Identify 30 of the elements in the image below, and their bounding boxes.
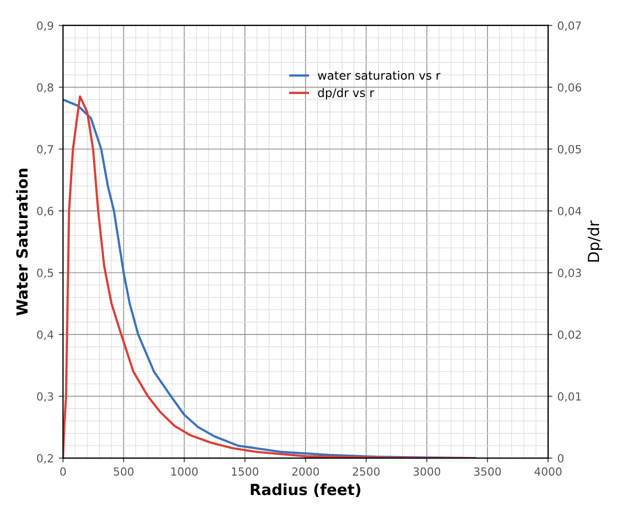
y-tick-label: 0,8: [37, 83, 54, 93]
x-tick-label: 0: [60, 467, 66, 476]
x-tick-label: 1000: [171, 467, 198, 476]
y-tick-label: 0,2: [37, 454, 53, 464]
y2-tick-label: 0,05: [558, 145, 581, 155]
x-tick-label: 3000: [414, 467, 440, 476]
y2-tick-label: 0,06: [558, 83, 582, 93]
x-tick-label: 1500: [232, 467, 258, 476]
y2-tick-label: 0: [558, 454, 564, 462]
x-tick-label: 4000: [534, 467, 562, 476]
y-tick-label: 0,4: [37, 330, 54, 340]
x-tick-label: 3500: [474, 467, 501, 476]
y2-axis-title: Dp/dr: [587, 220, 602, 262]
x-tick-label: 2000: [292, 467, 319, 476]
legend-label: dp/dr vs r: [318, 88, 374, 100]
y2-tick-label: 0,07: [558, 21, 581, 31]
y2-tick-label: 0,02: [558, 330, 581, 340]
x-tick-label: 500: [114, 467, 134, 476]
legend-label: water saturation vs r: [318, 70, 440, 80]
y-tick-label: 0,9: [37, 21, 54, 31]
y-tick-label: 0,3: [37, 392, 54, 402]
y-tick-label: 0,5: [37, 268, 53, 278]
y2-tick-label: 0,03: [558, 268, 581, 278]
y2-tick-label: 0,01: [558, 392, 581, 402]
x-axis-title: Radius (feet): [250, 483, 360, 498]
x-tick-label: 2500: [352, 467, 380, 476]
y2-tick-label: 0,04: [558, 206, 582, 216]
y-axis-title: Water Saturation: [16, 168, 28, 316]
y-tick-label: 0,7: [37, 145, 54, 155]
y-tick-label: 0,6: [37, 206, 54, 216]
